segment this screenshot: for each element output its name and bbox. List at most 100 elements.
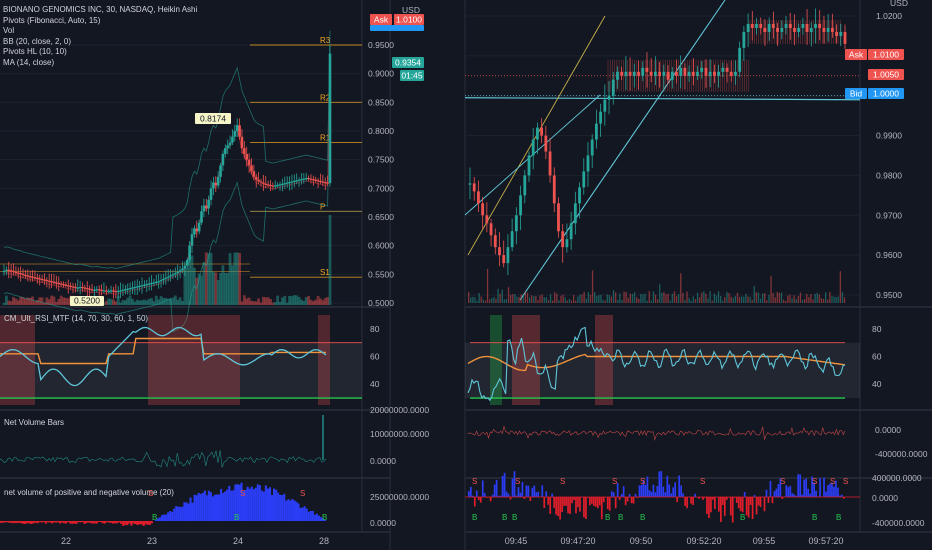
nv-bar xyxy=(36,521,39,524)
candle xyxy=(78,286,82,289)
volume-bar xyxy=(166,298,170,305)
nv-bar xyxy=(28,521,31,524)
ask-tag xyxy=(370,14,392,25)
nv-bar xyxy=(468,491,470,497)
volume-bar xyxy=(273,302,277,305)
volume-bar xyxy=(841,291,844,303)
candle xyxy=(169,275,172,277)
volume-bar xyxy=(157,299,161,305)
candle xyxy=(472,183,476,192)
nv-bar xyxy=(232,490,235,521)
nv-bar xyxy=(483,492,486,497)
nv-bar xyxy=(250,486,253,521)
bb-upper xyxy=(3,30,331,270)
volume-bar xyxy=(531,295,533,303)
volume-bar xyxy=(831,296,833,303)
candle xyxy=(119,290,122,292)
candle xyxy=(185,260,189,266)
signal-sell: S xyxy=(640,477,645,486)
nv-bar xyxy=(26,521,29,523)
candle xyxy=(81,286,84,289)
volume-bar xyxy=(709,291,711,303)
volume-bar xyxy=(633,292,636,303)
legend-pivots[interactable]: Pivots (Fibonacci, Auto, 15) xyxy=(3,15,101,25)
candle xyxy=(830,27,834,32)
candle xyxy=(93,289,96,292)
volume-bar xyxy=(675,295,678,303)
volume-bar xyxy=(654,294,657,303)
nv-bar xyxy=(75,521,78,524)
candle xyxy=(784,23,788,28)
candle xyxy=(321,181,325,183)
nv-bar xyxy=(553,497,556,508)
nv-bar xyxy=(833,486,835,497)
bb-lower xyxy=(3,76,331,333)
nv-bar xyxy=(596,497,599,509)
volume-bar xyxy=(238,252,241,305)
candle xyxy=(195,228,199,232)
volume-bar xyxy=(476,300,478,303)
nv-bar xyxy=(745,497,748,516)
nv-tick: 25000000.0000 xyxy=(370,492,429,502)
ask-tag xyxy=(845,49,867,60)
legend-symbol[interactable]: BIONANO GENOMICS INC, 30, NASDAQ, Heikin… xyxy=(3,5,198,14)
volume-bar xyxy=(4,295,8,305)
nv-bar xyxy=(575,497,577,514)
rsi-overbought-zone xyxy=(318,315,330,405)
candle xyxy=(670,71,674,80)
volume-bar xyxy=(552,300,554,303)
candle xyxy=(71,286,75,288)
volume-bar xyxy=(482,299,484,303)
nv-bar xyxy=(110,521,113,523)
nv-bar xyxy=(612,492,615,497)
volume-bar xyxy=(570,300,573,303)
nv-bar xyxy=(491,494,494,497)
candle xyxy=(114,290,118,293)
candle xyxy=(780,27,784,32)
candle xyxy=(193,228,196,235)
volume-bar xyxy=(678,294,680,303)
volume-bar xyxy=(228,253,232,305)
volume-bar xyxy=(54,302,58,305)
rsi-title: CM_Ult_RSI_MTF (14, 70, 30, 60, 1, 50) xyxy=(4,314,148,323)
candle xyxy=(843,31,847,44)
candle xyxy=(128,288,132,290)
volume-bar xyxy=(128,295,132,305)
nv-bar xyxy=(244,489,247,521)
volume-bar xyxy=(518,296,520,303)
nv-bar xyxy=(591,497,593,504)
candle xyxy=(247,159,251,166)
nv-bar xyxy=(207,490,210,521)
countdown-tag xyxy=(400,70,424,81)
legend-bb[interactable]: BB (20, close, 2, 0) xyxy=(3,36,72,46)
candle xyxy=(88,288,91,290)
candle xyxy=(257,179,260,182)
nv-bar xyxy=(46,521,49,523)
signal-buy: B xyxy=(152,513,157,522)
candle xyxy=(578,187,581,204)
nv-bar xyxy=(739,497,742,512)
candle xyxy=(138,285,141,287)
nv-bar xyxy=(148,521,151,525)
nv-bar xyxy=(291,499,294,521)
signal-sell: S xyxy=(300,489,305,498)
volume-bar xyxy=(644,293,646,303)
nvb-tick: 0.0000 xyxy=(875,425,901,435)
legend-pivots-hl[interactable]: Pivots HL (10, 10) xyxy=(3,47,67,56)
volume-bar xyxy=(292,295,296,305)
candle xyxy=(498,247,501,256)
legend-ma[interactable]: MA (14, close) xyxy=(3,57,55,67)
candle xyxy=(302,178,306,180)
candle xyxy=(214,182,218,186)
candle xyxy=(835,31,838,36)
candle xyxy=(616,71,619,80)
nv-bar xyxy=(477,497,480,501)
nv-bar xyxy=(67,521,70,523)
signal-sell: S xyxy=(780,477,785,486)
legend-vol[interactable]: Vol xyxy=(3,26,15,35)
nv-bar xyxy=(493,484,496,497)
countdown-tag-text: 01:45 xyxy=(401,70,423,80)
candle xyxy=(514,215,518,232)
volume-bar xyxy=(673,291,676,303)
